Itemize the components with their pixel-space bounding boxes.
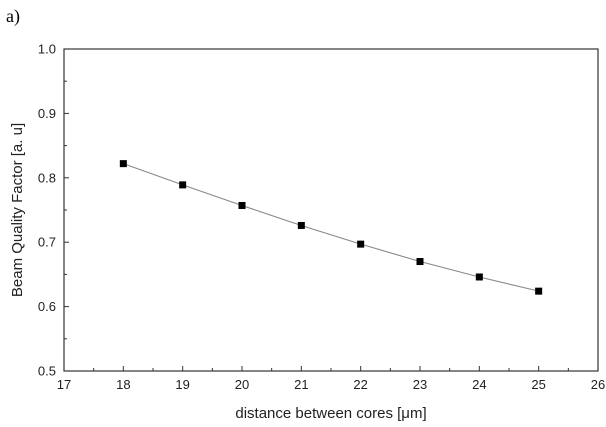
x-tick-label: 25 <box>531 377 545 392</box>
y-tick-label: 1.0 <box>38 42 56 57</box>
y-tick-label: 0.5 <box>38 364 56 379</box>
x-tick-label: 17 <box>57 377 71 392</box>
x-tick-label: 18 <box>116 377 130 392</box>
x-axis-ticks: 17 18 19 20 21 22 23 24 25 26 <box>57 366 605 392</box>
y-tick-label: 0.8 <box>38 170 56 185</box>
y-tick-label: 0.6 <box>38 299 56 314</box>
panel-label: a) <box>6 6 20 26</box>
x-tick-label: 26 <box>591 377 605 392</box>
data-point <box>535 287 543 295</box>
y-axis-title: Beam Quality Factor [a. u] <box>9 123 26 297</box>
y-tick-label: 0.9 <box>38 106 56 121</box>
x-tick-label: 22 <box>353 377 367 392</box>
data-point <box>238 201 246 209</box>
data-point <box>357 240 365 248</box>
series-layer <box>119 160 543 295</box>
series-line <box>123 163 539 292</box>
x-tick-label: 24 <box>472 377 486 392</box>
data-point <box>179 181 187 189</box>
plot-area-frame <box>63 48 599 372</box>
data-point <box>416 258 424 266</box>
data-point <box>475 273 483 281</box>
y-axis-ticks: 0.5 0.6 0.7 0.8 0.9 1.0 <box>38 42 69 379</box>
x-tick-label: 23 <box>413 377 427 392</box>
x-tick-label: 21 <box>294 377 308 392</box>
data-point <box>119 160 127 168</box>
data-point <box>297 221 305 229</box>
x-tick-label: 19 <box>175 377 189 392</box>
y-tick-label: 0.7 <box>38 235 56 250</box>
x-axis-title: distance between cores [μm] <box>235 405 426 422</box>
x-tick-label: 20 <box>235 377 249 392</box>
